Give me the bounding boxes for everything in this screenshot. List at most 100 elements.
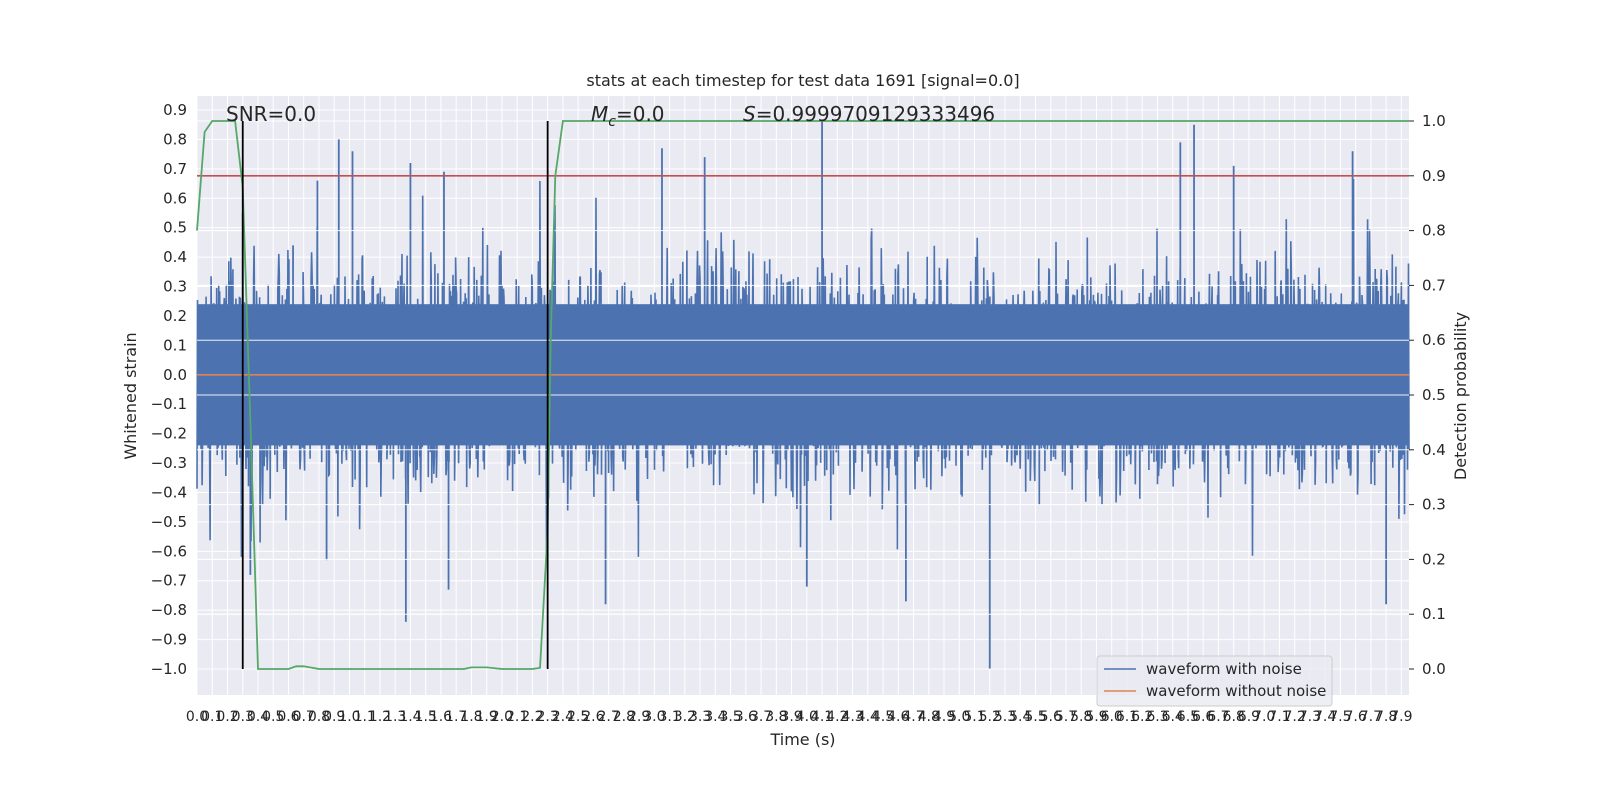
x-tick-label: 4.2 [826,709,848,725]
legend-label-clean: waveform without noise [1146,682,1326,700]
x-tick-label: 4.6 [887,709,909,725]
y-tick-label: 0.8 [163,130,187,148]
x-tick-label: 6.9 [1238,709,1260,725]
legend: waveform with noise waveform without noi… [1096,655,1333,707]
x-tick-label: 6.0 [1101,709,1123,725]
y-tick-label: −0.5 [151,513,187,531]
x-tick-label: 3.3 [689,709,711,725]
x-tick-label: 2.4 [552,709,574,725]
x-tick-label: 4.3 [841,709,863,725]
y-tick-label: 0.3 [163,278,187,296]
x-tick-label: 4.0 [796,709,818,725]
x-tick-label: 6.6 [1192,709,1214,725]
x-tick-label: 5.7 [1055,709,1077,725]
x-tick-label: 2.8 [613,709,635,725]
x-tick-label: 5.1 [963,709,985,725]
x-tick-label: 6.7 [1207,709,1229,725]
x-tick-label: 7.8 [1375,709,1397,725]
y-right-tick-label: 0.8 [1422,222,1446,240]
mc-subscript: c [608,114,616,130]
y-tick-label: −0.9 [151,631,187,649]
chart-title: stats at each timestep for test data 169… [586,71,1019,90]
x-tick-label: 6.8 [1223,709,1245,725]
y-tick-label: 0.1 [163,336,187,354]
mc-symbol: M [591,102,608,126]
x-tick-label: 4.1 [811,709,833,725]
x-tick-label: 4.7 [902,709,924,725]
x-tick-label: 0.5 [262,709,284,725]
y-tick-label: −0.8 [151,601,187,619]
x-tick-label: 7.1 [1268,709,1290,725]
x-tick-label: 6.4 [1162,709,1184,725]
x-tick-label: 2.0 [491,709,513,725]
x-tick-label: 0.7 [293,709,315,725]
x-tick-label: 7.9 [1390,709,1412,725]
y-tick-label: 0.4 [163,248,187,266]
y-tick-label: 0.5 [163,219,187,237]
y-right-tick-label: 0.9 [1422,167,1446,185]
x-tick-label: 1.0 [338,709,360,725]
x-tick-label: 1.1 [354,709,376,725]
y-tick-label: 0.9 [163,101,187,119]
y-tick-label: −1.0 [151,660,187,678]
x-tick-label: 1.8 [460,709,482,725]
x-tick-label: 3.6 [735,709,757,725]
x-tick-label: 6.3 [1146,709,1168,725]
x-tick-label: 4.4 [857,709,879,725]
x-tick-label: 1.7 [445,709,467,725]
s-value: =0.9999709129333496 [756,102,995,126]
y-tick-label: −0.7 [151,572,187,590]
y-tick-label: −0.6 [151,542,187,560]
x-tick-label: 1.4 [399,709,421,725]
x-tick-label: 7.2 [1284,709,1306,725]
y-right-tick-label: 0.4 [1422,441,1446,459]
y-tick-label: −0.2 [151,425,187,443]
x-tick-label: 2.2 [521,709,543,725]
x-tick-label: 7.7 [1360,709,1382,725]
x-tick-label: 1.3 [384,709,406,725]
y-tick-label: −0.3 [151,454,187,472]
vertical-markers [241,121,549,669]
x-tick-label: 4.8 [918,709,940,725]
x-tick-label: 7.6 [1345,709,1367,725]
y-tick-label: 0.2 [163,307,187,325]
x-tick-label: 5.5 [1024,709,1046,725]
s-annotation: S=0.9999709129333496 [743,102,995,126]
x-tick-label: 0.9 [323,709,345,725]
x-tick-label: 7.5 [1329,709,1351,725]
y-tick-label: 0.7 [163,160,187,178]
legend-label-noise: waveform with noise [1146,660,1302,678]
x-tick-label: 2.3 [537,709,559,725]
x-tick-label: 1.9 [476,709,498,725]
x-tick-label: 3.0 [643,709,665,725]
left-y-ticks: 0.9 0.8 0.7 0.6 0.5 0.4 0.3 0.2 0.1 0.0 −0.1 −0.2 −0… [151,101,187,678]
y-right-axis-label: Detection probability [1451,312,1470,480]
x-tick-label: 3.5 [719,709,741,725]
x-tick-label: 6.1 [1116,709,1138,725]
x-tick-label: 6.5 [1177,709,1199,725]
x-tick-label: 5.0 [948,709,970,725]
x-tick-label: 5.9 [1085,709,1107,725]
x-tick-label: 6.2 [1131,709,1153,725]
legend-box [1096,655,1333,707]
y-right-tick-label: 0.2 [1422,550,1446,568]
x-tick-label: 7.4 [1314,709,1336,725]
x-tick-label: 3.9 [780,709,802,725]
mc-value: =0.0 [616,102,665,126]
x-tick-label: 0.0 [186,709,208,725]
x-tick-label: 7.0 [1253,709,1275,725]
x-tick-label: 2.5 [567,709,589,725]
x-ticks: 0.00.10.20.30.40.50.60.70.80.91.01.11.21… [186,709,1413,725]
y-right-tick-label: 0.0 [1422,660,1446,678]
y-right-tick-label: 0.1 [1422,605,1446,623]
x-tick-label: 0.2 [216,709,238,725]
x-tick-label: 3.8 [765,709,787,725]
x-tick-label: 4.5 [872,709,894,725]
y-axis-label: Whitened strain [121,332,140,459]
x-tick-label: 3.4 [704,709,726,725]
x-tick-label: 7.3 [1299,709,1321,725]
x-tick-label: 1.5 [415,709,437,725]
x-tick-label: 5.4 [1009,709,1031,725]
x-tick-label: 3.7 [750,709,772,725]
